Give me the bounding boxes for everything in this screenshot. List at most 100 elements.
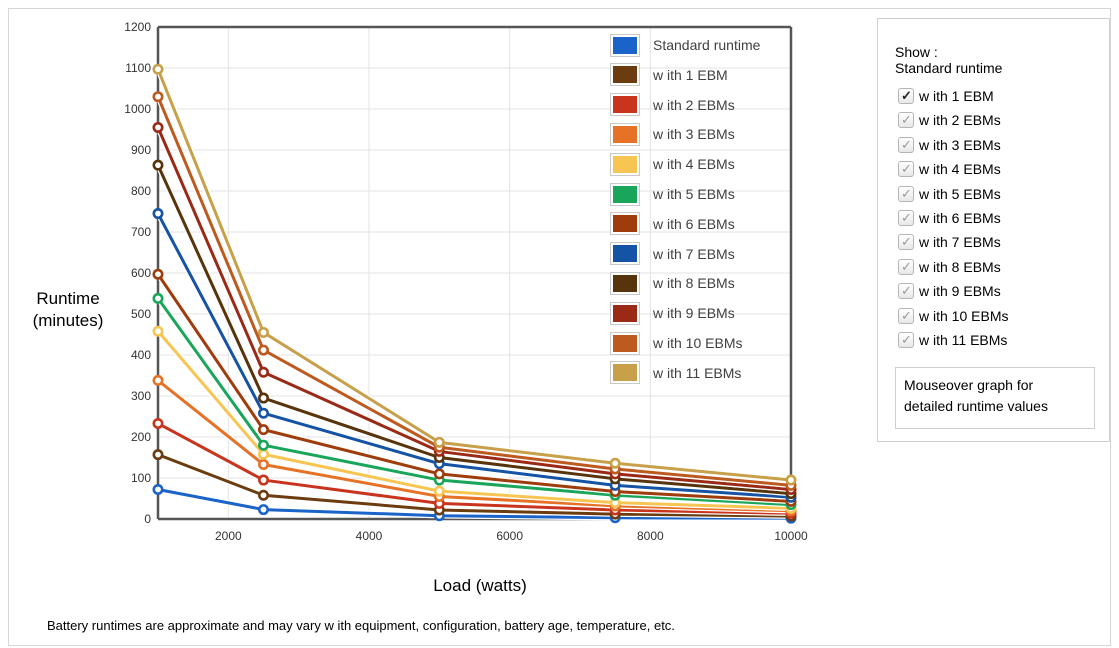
checkbox[interactable]: ✓ (898, 258, 914, 275)
checkbox[interactable]: ✓ (898, 136, 914, 153)
data-point[interactable] (257, 392, 269, 404)
y-tick-label: 1100 (125, 61, 151, 75)
data-point[interactable] (609, 457, 621, 469)
series-lines[interactable] (152, 63, 797, 524)
data-point[interactable] (152, 268, 164, 280)
checkbox[interactable]: ✓ (898, 234, 914, 251)
data-point[interactable] (257, 489, 269, 501)
y-axis-label-line-2: (minutes) (32, 311, 104, 330)
legend-label: w ith 8 EBMs (653, 275, 735, 292)
check-icon: ✓ (901, 161, 912, 177)
checkbox-label: w ith 3 EBMs (919, 136, 1001, 153)
y-tick-label: 1200 (124, 20, 151, 34)
data-point[interactable] (257, 474, 269, 486)
data-point[interactable] (257, 344, 269, 356)
data-point[interactable] (152, 91, 164, 103)
legend-label: w ith 2 EBMs (653, 96, 735, 113)
data-point[interactable] (433, 468, 445, 480)
data-point[interactable] (152, 292, 164, 304)
legend-item: w ith 7 EBMs (610, 242, 735, 266)
checkbox[interactable]: ✓ (898, 161, 914, 178)
legend-item: w ith 3 EBMs (610, 122, 735, 146)
checkbox[interactable]: ✓ (898, 283, 914, 300)
legend-label: w ith 4 EBMs (653, 156, 735, 173)
y-tick-label: 1000 (124, 102, 151, 116)
y-tick-label: 700 (131, 225, 151, 239)
checkbox-label: w ith 10 EBMs (919, 307, 1009, 324)
data-point[interactable] (257, 326, 269, 338)
checkbox-label: w ith 1 EBM (919, 88, 994, 104)
legend-swatch (610, 361, 640, 385)
tick-labels: 0 100 200 300 400 500 600 700 800 900 1000 1100 1200… (124, 20, 808, 543)
footnote: Battery runtimes are approximate and may… (47, 618, 675, 633)
data-point[interactable] (152, 121, 164, 133)
check-icon: ✓ (901, 88, 912, 103)
data-point[interactable] (152, 374, 164, 386)
series-checkbox-row[interactable]: ✓ w ith 3 EBMs (898, 134, 1001, 156)
legend-label: w ith 3 EBMs (653, 126, 735, 143)
legend-swatch (610, 212, 640, 236)
y-tick-label: 800 (131, 184, 151, 198)
data-point[interactable] (257, 504, 269, 516)
checkbox[interactable]: ✓ (898, 210, 914, 226)
legend-swatch (610, 93, 640, 117)
series-checkbox-row[interactable]: ✓ w ith 9 EBMs (898, 280, 1001, 302)
series-checkbox-row[interactable]: ✓ w ith 10 EBMs (898, 305, 1008, 327)
legend-label: Standard runtime (653, 37, 761, 53)
checkbox[interactable]: ✓ (898, 112, 914, 129)
data-point[interactable] (257, 424, 269, 436)
legend-item: w ith 9 EBMs (610, 301, 735, 325)
series-checkbox-row[interactable]: ✓ w ith 5 EBMs (898, 183, 1001, 205)
series-checkbox-row[interactable]: ✓ w ith 1 EBM (898, 85, 994, 107)
legend-item: w ith 1 EBM (610, 63, 728, 87)
check-icon: ✓ (901, 234, 912, 250)
x-tick-label: 8000 (637, 529, 664, 543)
data-point[interactable] (257, 458, 269, 470)
series-checkbox-row[interactable]: ✓ w ith 11 EBMs (898, 329, 1007, 351)
legend-item: w ith 5 EBMs (610, 182, 735, 206)
x-tick-label: 6000 (496, 529, 523, 543)
checkbox-label: w ith 4 EBMs (919, 161, 1001, 178)
y-tick-label: 100 (131, 471, 151, 485)
data-point[interactable] (152, 449, 164, 461)
data-point[interactable] (152, 325, 164, 337)
data-point[interactable] (257, 366, 269, 378)
checkbox-label: w ith 6 EBMs (919, 210, 1001, 226)
checkbox[interactable]: ✓ (898, 88, 914, 104)
series-checkbox-row[interactable]: ✓ w ith 7 EBMs (898, 231, 1001, 253)
standard-runtime-label: Standard runtime (895, 60, 1003, 76)
legend-swatch (610, 301, 640, 325)
legend-item: w ith 11 EBMs (610, 361, 741, 385)
show-label: Show : (895, 44, 938, 60)
legend-label: w ith 6 EBMs (653, 215, 735, 232)
legend-label: w ith 1 EBM (653, 66, 728, 83)
data-point[interactable] (257, 407, 269, 419)
checkbox[interactable]: ✓ (898, 332, 914, 348)
series-checkbox-row[interactable]: ✓ w ith 6 EBMs (898, 207, 1001, 229)
data-point[interactable] (785, 474, 797, 486)
data-point[interactable] (257, 439, 269, 451)
data-point[interactable] (152, 159, 164, 171)
data-point[interactable] (152, 208, 164, 220)
y-tick-label: 900 (131, 143, 151, 157)
legend-swatch (610, 33, 640, 57)
data-point[interactable] (152, 63, 164, 75)
checkbox[interactable]: ✓ (898, 307, 914, 324)
legend-swatch (610, 152, 640, 176)
series-checkbox-row[interactable]: ✓ w ith 8 EBMs (898, 256, 1001, 278)
data-point[interactable] (152, 417, 164, 429)
series-checkbox-row[interactable]: ✓ w ith 4 EBMs (898, 158, 1001, 180)
data-point[interactable] (433, 485, 445, 497)
series-checkbox-row[interactable]: ✓ w ith 2 EBMs (898, 109, 1001, 131)
legend-swatch (610, 63, 640, 87)
checkbox[interactable]: ✓ (898, 185, 914, 202)
legend-item: w ith 8 EBMs (610, 271, 735, 295)
data-point[interactable] (257, 448, 269, 460)
check-icon: ✓ (901, 136, 912, 152)
data-point[interactable] (433, 436, 445, 448)
checkbox-label: w ith 11 EBMs (919, 332, 1008, 348)
grid-lines (158, 26, 792, 520)
legend-label: w ith 9 EBMs (653, 305, 735, 322)
data-point[interactable] (152, 483, 164, 495)
